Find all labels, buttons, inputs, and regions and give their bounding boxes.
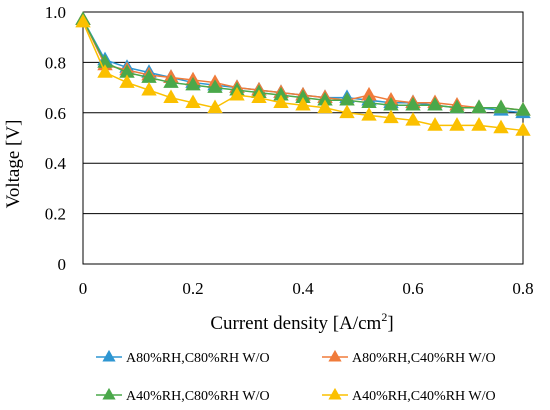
data-point xyxy=(273,94,289,109)
x-axis-title: Current density [A/cm2] xyxy=(210,310,393,334)
data-point xyxy=(207,99,223,114)
legend-label: A40%RH,C80%RH W/O xyxy=(126,389,270,404)
legend-label: A40%RH,C40%RH W/O xyxy=(352,389,496,404)
data-point xyxy=(163,89,179,103)
data-point xyxy=(185,76,201,91)
data-point xyxy=(141,81,157,96)
data-point xyxy=(207,79,223,93)
tick-labels: 0 0.2 0.4 0.6 0.8 1.0 0 0.2 0.4 0.6 0.8 xyxy=(45,3,534,298)
legend-item-3: A40%RH,C80%RH W/O xyxy=(96,387,270,404)
legend-marker xyxy=(328,387,342,400)
data-point xyxy=(361,86,377,101)
data-point xyxy=(405,96,421,111)
data-point xyxy=(75,13,91,28)
gridlines xyxy=(83,11,523,265)
y-tick-label: 0.2 xyxy=(45,205,66,224)
data-point xyxy=(383,109,399,124)
legend-label: A80%RH,C80%RH W/O xyxy=(126,351,270,366)
data-point xyxy=(361,107,377,121)
data-point xyxy=(449,99,465,114)
x-axis-title-superscript: 2 xyxy=(381,310,387,324)
data-point xyxy=(493,119,509,134)
data-point xyxy=(295,89,311,103)
data-point xyxy=(97,64,113,78)
data-point xyxy=(449,117,465,131)
data-point xyxy=(471,99,487,114)
y-tick-label: 0 xyxy=(58,255,67,274)
x-axis-title-end: ] xyxy=(387,313,393,334)
x-tick-label: 0 xyxy=(79,279,88,298)
legend-marker xyxy=(328,349,342,362)
data-point xyxy=(317,91,333,106)
data-point xyxy=(427,96,443,111)
data-point xyxy=(361,94,377,109)
legend: A80%RH,C80%RH W/O A80%RH,C40%RH W/O A40%RH… xyxy=(96,349,496,404)
x-tick-label: 0.8 xyxy=(512,279,533,298)
y-axis-title: Voltage [V] xyxy=(3,120,24,209)
x-tick-label: 0.2 xyxy=(182,279,203,298)
data-point xyxy=(185,94,201,109)
data-point xyxy=(229,86,245,101)
legend-marker xyxy=(102,349,116,362)
data-point xyxy=(515,102,531,116)
data-point xyxy=(339,91,355,106)
series-4 xyxy=(75,13,531,136)
data-point xyxy=(427,117,443,131)
x-tick-label: 0.6 xyxy=(402,279,423,298)
legend-marker xyxy=(102,387,116,400)
plot-area-frame xyxy=(82,11,524,265)
y-tick-label: 0.8 xyxy=(45,53,66,72)
x-tick-label: 0.4 xyxy=(292,279,314,298)
data-point xyxy=(493,99,509,114)
y-tick-label: 0.6 xyxy=(45,104,66,123)
y-tick-label: 0.4 xyxy=(45,154,67,173)
data-point xyxy=(339,104,355,119)
legend-item-1: A80%RH,C80%RH W/O xyxy=(96,349,270,366)
series-layer xyxy=(75,11,531,136)
data-point xyxy=(471,117,487,131)
data-point xyxy=(273,86,289,101)
legend-item-4: A40%RH,C40%RH W/O xyxy=(322,387,496,404)
data-point xyxy=(141,69,157,83)
data-point xyxy=(317,99,333,114)
data-point xyxy=(251,89,267,103)
data-point xyxy=(163,74,179,88)
data-point xyxy=(405,112,421,126)
legend-item-2: A80%RH,C40%RH W/O xyxy=(322,349,496,366)
x-axis-title-main: Current density [A/cm xyxy=(210,313,381,334)
data-point xyxy=(119,74,135,88)
legend-label: A80%RH,C40%RH W/O xyxy=(352,351,496,366)
data-point xyxy=(383,96,399,111)
data-point xyxy=(515,122,531,136)
data-point xyxy=(295,96,311,111)
y-tick-label: 1.0 xyxy=(45,3,66,22)
data-point xyxy=(119,64,135,78)
